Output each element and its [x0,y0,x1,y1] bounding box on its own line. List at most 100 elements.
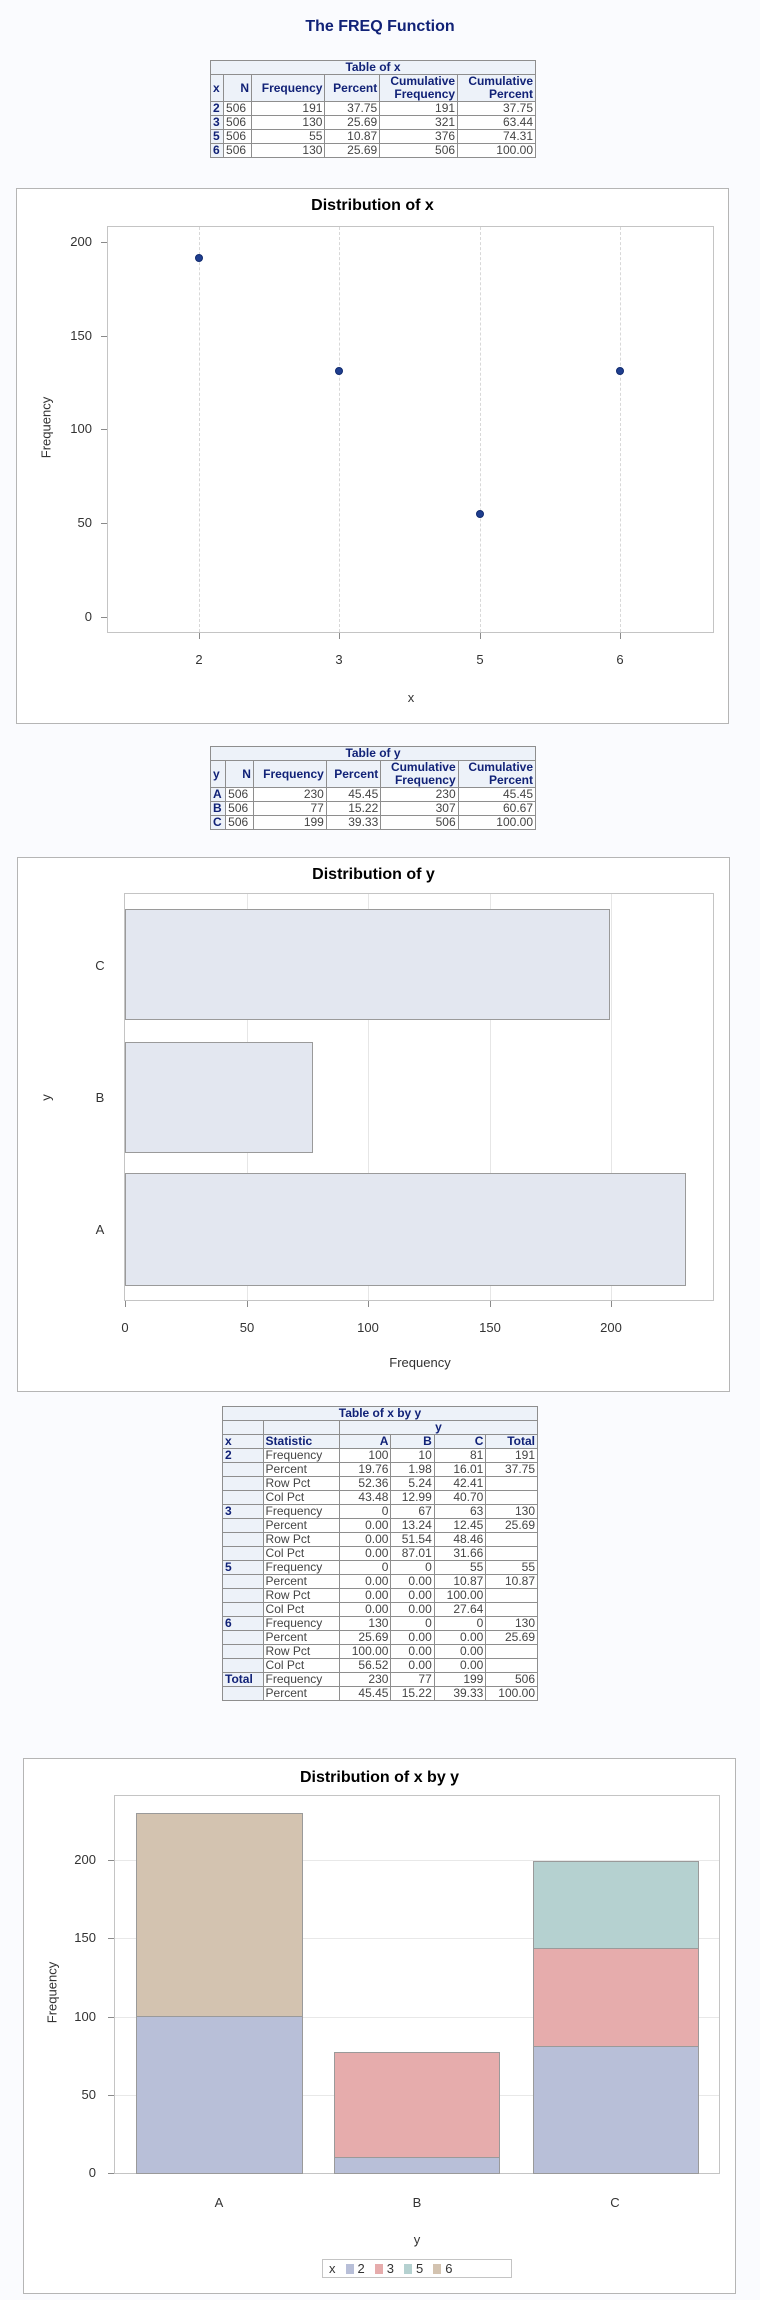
x-axis-label: x [407,690,415,705]
x-tick [368,1301,369,1307]
x-tick [611,1301,612,1307]
legend-label: 6 [445,2261,453,2276]
table-row: Col Pct 0.00 0.00 27.64 [222,1602,538,1617]
y-axis-label: Frequency [38,396,54,459]
x-tick-label: 3 [335,652,343,667]
legend-swatch-6 [433,2263,442,2274]
table-row: Percent 45.45 15.22 39.33 100.00 [222,1686,538,1701]
table-row: Row Pct 100.00 0.00 0.00 [222,1644,538,1659]
bar-c-x3 [533,1948,699,2047]
col-header-y: y [209,760,227,788]
data-point [335,367,343,375]
table-row: A 506 230 45.45 230 45.45 [209,787,537,802]
legend-label: 5 [415,2261,424,2276]
table-row: B 506 77 15.22 307 60.67 [209,801,537,816]
col-header-statistic: Statistic [262,1434,340,1449]
y-tick [108,1860,114,1861]
x-tick-label: A [214,2195,224,2210]
bar-a [125,1173,686,1286]
col-header-x: x [222,1434,264,1449]
x-tick [480,633,481,639]
bar-a-x2 [136,2016,303,2174]
table-row: Percent 25.69 0.00 0.00 25.69 [222,1630,538,1645]
x-tick [199,633,200,639]
y-tick [101,429,107,430]
table-caption: Table of y [210,746,536,761]
table-row: 3 506 130 25.69 321 63.44 [209,115,536,130]
y-tick-label: 50 [77,515,92,530]
data-point [195,254,203,262]
bar-b-x3 [334,2052,500,2158]
gridline [115,2017,719,2018]
y-tick [108,1938,114,1939]
y-tick [101,617,107,618]
y-tick [101,242,107,243]
y-tick-label: 0 [88,2165,96,2180]
y-tick-label: B [95,1090,105,1105]
x-axis-label: Frequency [389,1355,451,1370]
y-tick-label: 150 [74,1930,96,1945]
y-tick-label: A [95,1222,105,1237]
table-caption: Table of x by y [222,1406,538,1421]
col-group-header: y [338,1420,539,1435]
gridline [490,894,491,1300]
bar-b-x2 [334,2157,500,2174]
data-point [476,510,484,518]
table-row: Total Frequency 230 77 199 506 [222,1672,538,1687]
table-row: Col Pct 43.48 12.99 40.70 [222,1490,538,1505]
col-header-cum-frequency: Cumulative Frequency [380,760,459,788]
y-tick-label: 200 [70,234,92,249]
y-tick-label: 100 [70,421,92,436]
chart-title: Distribution of y [312,866,435,883]
x-tick-label: 5 [476,652,484,667]
table-row: Row Pct 0.00 51.54 48.46 [222,1532,538,1547]
table-row: 2 Frequency 100 10 81 191 [222,1448,538,1463]
page-title: The FREQ Function [305,18,455,35]
col-header-cum-percent: Cumulative Percent [457,760,537,788]
x-tick-label: 200 [600,1320,622,1335]
col-header-frequency: Frequency [251,74,326,102]
y-axis-label: Frequency [44,1961,60,2024]
table-row: Col Pct 0.00 87.01 31.66 [222,1546,538,1561]
x-tick [620,633,621,639]
x-tick-label: 6 [616,652,624,667]
legend-label: 3 [386,2261,394,2276]
x-tick-label: C [610,2195,620,2210]
bar-c-x5 [533,1861,699,1949]
table-row: 5 Frequency 0 0 55 55 [222,1560,538,1575]
table-caption: Table of x [210,60,536,75]
y-tick [101,336,107,337]
x-tick [490,1301,491,1307]
col-header-total: Total [485,1434,538,1449]
col-header-cum-percent: Cumulative Percent [457,74,536,102]
table-row: Percent 19.76 1.98 16.01 37.75 [222,1462,538,1477]
legend-swatch-3 [374,2263,383,2274]
table-row: Row Pct 0.00 0.00 100.00 [222,1588,538,1603]
bar-c [125,909,610,1020]
table-row: Col Pct 56.52 0.00 0.00 [222,1658,538,1673]
table-row: 6 Frequency 130 0 0 130 [222,1616,538,1631]
legend-swatch-2 [345,2263,354,2274]
x-tick-label: B [412,2195,422,2210]
x-tick [339,633,340,639]
table-row: 5 506 55 10.87 376 74.31 [209,129,536,144]
col-header-a: A [338,1434,392,1449]
table-row: Percent 0.00 13.24 12.45 25.69 [222,1518,538,1533]
gridline [480,227,481,632]
gridline [611,894,612,1300]
table-of-x: Table of x x N Frequency Percent Cumulat… [209,60,536,158]
y-tick-label: C [95,958,105,973]
legend-swatch-5 [403,2263,412,2274]
col-header-c: C [433,1434,487,1449]
chart-title: Distribution of x [311,197,434,214]
legend-label: 2 [357,2261,365,2276]
table-of-y: Table of y y N Frequency Percent Cumulat… [209,746,537,830]
data-point [616,367,624,375]
col-header-x: x [209,74,225,102]
bar-a-x6 [136,1813,303,2017]
legend-title: x [329,2261,336,2276]
x-tick [125,1301,126,1307]
chart-title: Distribution of x by y [299,1769,460,1786]
table-row: 2 506 191 37.75 191 37.75 [209,101,536,116]
table-row: 6 506 130 25.69 506 100.00 [209,143,536,158]
